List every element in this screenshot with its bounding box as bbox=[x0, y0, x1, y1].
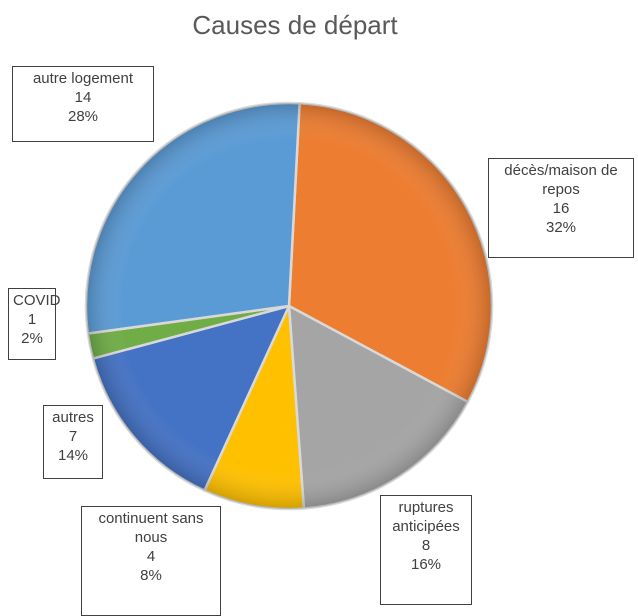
data-label-continuent-sans-nous: continuent sans nous 4 8% bbox=[81, 506, 221, 616]
label-value: 16 bbox=[552, 200, 570, 217]
label-value: 7 bbox=[68, 428, 78, 445]
data-label-covid: COVID 1 2% bbox=[8, 288, 61, 360]
data-label-deces-maison-de-repos: décès/maison de repos 16 32% bbox=[488, 158, 634, 258]
label-percent: 14% bbox=[57, 447, 89, 464]
label-category: autres bbox=[52, 409, 94, 426]
label-category: décès/maison de repos bbox=[504, 162, 618, 198]
pie-slices bbox=[84, 101, 494, 511]
data-label-ruptures-anticipees: ruptures anticipées 8 16% bbox=[380, 495, 472, 605]
label-category: continuent sans nous bbox=[98, 510, 204, 546]
label-percent: 32% bbox=[545, 219, 577, 236]
label-value: 14 bbox=[74, 89, 92, 106]
label-percent: 28% bbox=[67, 108, 99, 125]
label-category: COVID bbox=[13, 292, 61, 309]
label-category: ruptures anticipées bbox=[392, 499, 460, 535]
data-label-autre-logement: autre logement 14 28% bbox=[12, 66, 154, 142]
label-percent: 8% bbox=[140, 567, 162, 584]
label-value: 8 bbox=[421, 537, 431, 554]
chart-title: Causes de départ bbox=[192, 10, 398, 40]
label-value: 4 bbox=[146, 548, 156, 565]
label-percent: 2% bbox=[21, 330, 43, 347]
label-category: autre logement bbox=[32, 70, 134, 87]
label-percent: 16% bbox=[410, 556, 442, 573]
data-label-autres: autres 7 14% bbox=[43, 405, 103, 479]
label-value: 1 bbox=[27, 311, 37, 328]
